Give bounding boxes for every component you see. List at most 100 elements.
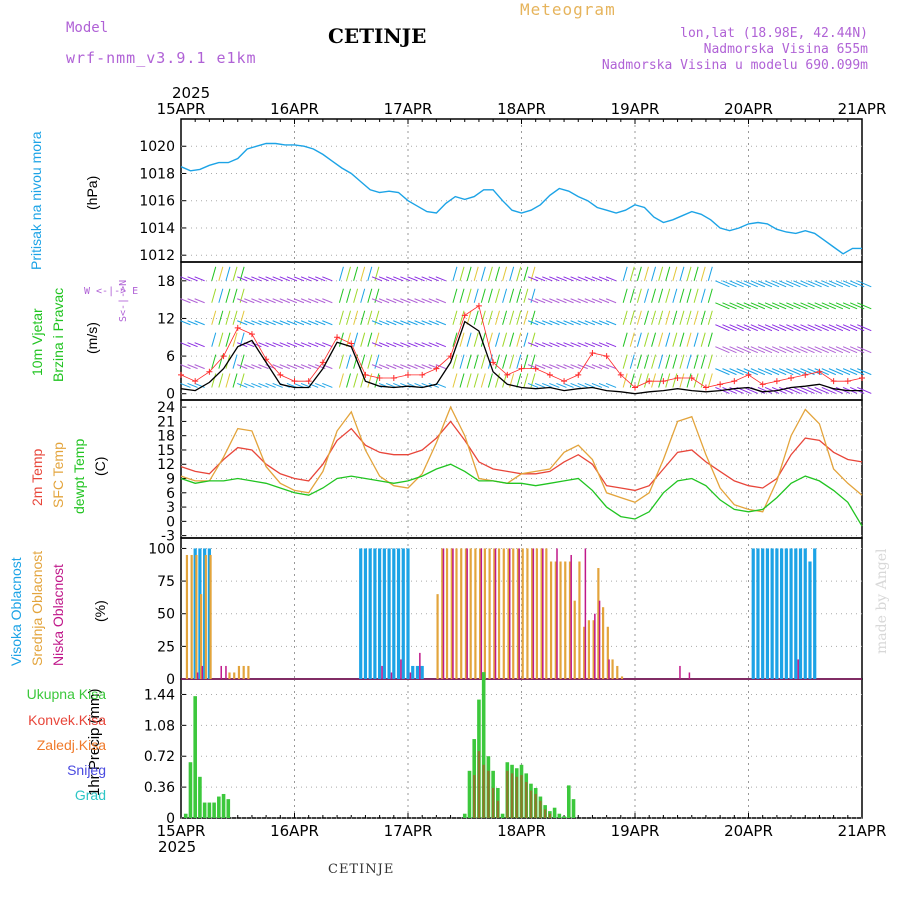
wind-barb [534, 364, 546, 370]
high-cloud-bar [420, 665, 424, 679]
wind-barb [211, 266, 217, 281]
wind-barb [563, 276, 574, 282]
wind-barb [452, 288, 458, 303]
total-rain-bar [193, 696, 197, 818]
wind-barb [828, 346, 844, 354]
wind-barb [622, 288, 628, 303]
wind-barb [764, 368, 780, 376]
wind-barb [286, 382, 298, 388]
mid-cloud-bar [436, 594, 439, 679]
mid-cloud-bar [516, 548, 520, 679]
high-cloud-bar [756, 548, 760, 679]
wind-barb [251, 364, 262, 370]
coords-label: lon,lat (18.98E, 42.44N) [680, 26, 868, 41]
mid-cloud-bar [531, 548, 534, 679]
mid-cloud-bar [568, 561, 572, 679]
wind-barb [786, 324, 801, 332]
wind-barb [300, 342, 312, 348]
wind-barb [180, 364, 191, 370]
wind-barb [542, 382, 553, 388]
mid-cloud-bar [190, 554, 193, 679]
wind-barb [466, 354, 472, 369]
wind-barb [658, 332, 664, 347]
model-elevation-label: Nadmorska Visina u modelu 690.099m [601, 58, 868, 73]
mid-cloud-bar [606, 626, 609, 679]
wind-barb [729, 280, 744, 288]
gust-marker [277, 371, 284, 378]
wind-direction-glyph: W <-|-> E [84, 286, 139, 297]
wind-barb [665, 310, 671, 325]
wind-barb [265, 382, 276, 388]
wind-barb [251, 276, 262, 282]
wind-barb [821, 386, 836, 394]
wind-barb [487, 332, 493, 347]
wind-barb [643, 373, 649, 388]
high-cloud-bar [761, 548, 765, 679]
wind-barb [591, 298, 603, 304]
wind-barb [686, 354, 692, 369]
wind-barb [651, 373, 657, 388]
wind-barb [435, 342, 447, 348]
wind-barb [322, 298, 333, 304]
wind-barb [237, 320, 248, 326]
panel-frame-3 [180, 537, 863, 680]
wind-barb [743, 386, 758, 394]
wind-barb [622, 310, 628, 325]
wind-barb [293, 364, 305, 370]
y-tick-label: 24 [157, 400, 175, 416]
wind-barb [651, 266, 657, 281]
wind-barb [194, 298, 205, 304]
wind-barb [466, 373, 472, 388]
year-label-bottom: 2025 [158, 838, 197, 856]
total-rain-bar [552, 807, 557, 818]
wind-barb [828, 324, 844, 332]
wind-barb [338, 354, 344, 369]
y-tick-label: 100 [148, 541, 175, 557]
wind-barb [459, 354, 465, 369]
wind-barb [577, 364, 588, 370]
wind-barb [570, 276, 581, 282]
wind-barb [722, 386, 737, 394]
wind-barb [322, 382, 333, 388]
wind-barb [487, 373, 493, 388]
wind-barb [764, 302, 780, 310]
wind-barb [315, 276, 326, 282]
wind-barb [764, 324, 780, 332]
wind-barb [459, 310, 465, 325]
wind-barb [715, 302, 730, 310]
page-title: CETINJE [328, 24, 427, 48]
wind-barb [743, 324, 758, 332]
wind-barb [686, 266, 692, 281]
wind-barb [828, 280, 844, 288]
wind-barb [322, 276, 333, 282]
wind-barb [672, 354, 678, 369]
high-cloud-bar [775, 548, 779, 679]
wind-barb [428, 276, 439, 282]
wind-barb [672, 373, 678, 388]
wind-barb [371, 320, 383, 326]
wind-barb [729, 302, 744, 310]
model-label: Model [66, 20, 109, 36]
wind-barb [523, 288, 529, 303]
conv-rain-bar [477, 751, 481, 818]
wind-barb [194, 320, 205, 326]
wind-barb [591, 342, 603, 348]
wind-barb [307, 276, 319, 282]
wind-barb [473, 310, 479, 325]
sfc-temp-line [180, 405, 863, 513]
mid-cloud-bar [616, 665, 619, 679]
wind-barb [764, 280, 780, 288]
gust-marker [248, 331, 255, 338]
time-label-top: 16APR [270, 100, 319, 118]
wind-barb [563, 382, 574, 388]
wind-barb [636, 266, 642, 281]
wind-barb [258, 382, 269, 388]
mid-cloud-bar [247, 665, 250, 679]
wind-barb [225, 373, 231, 388]
wind-barb [643, 332, 649, 347]
wind-barb [779, 368, 794, 376]
low-cloud-bar [797, 659, 799, 679]
wind-barb [800, 280, 815, 288]
wind-barb [584, 342, 595, 348]
